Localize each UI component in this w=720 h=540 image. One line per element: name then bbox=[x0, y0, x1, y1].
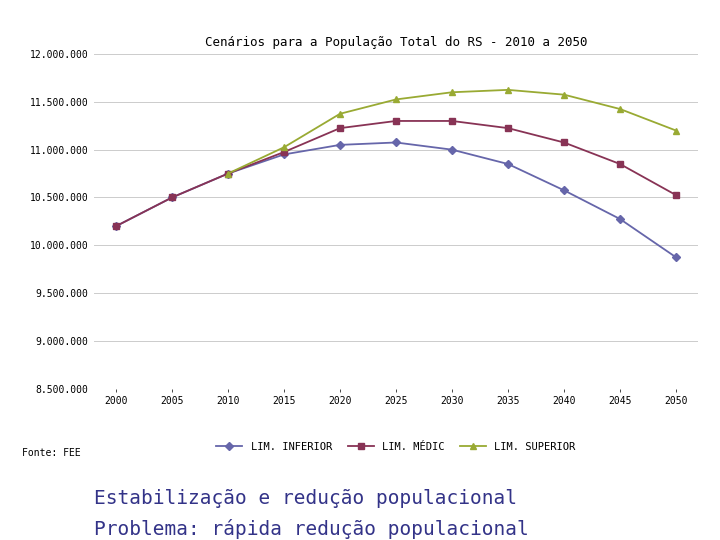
LIM. SUPERIOR bbox=[448, 89, 456, 96]
LIM. SUPERIOR bbox=[672, 127, 680, 134]
LIM. MÉDIC bbox=[559, 139, 568, 146]
Line: LIM. SUPERIOR: LIM. SUPERIOR bbox=[225, 86, 680, 177]
LIM. MÉDIC bbox=[672, 192, 680, 198]
Line: LIM. INFERIOR: LIM. INFERIOR bbox=[113, 140, 679, 260]
LIM. INFERIOR bbox=[392, 139, 400, 146]
LIM. INFERIOR bbox=[504, 161, 513, 167]
Title: Cenários para a População Total do RS - 2010 a 2050: Cenários para a População Total do RS - … bbox=[204, 36, 588, 49]
Text: Fonte: FEE: Fonte: FEE bbox=[22, 448, 81, 458]
LIM. INFERIOR bbox=[168, 194, 176, 201]
LIM. MÉDIC bbox=[616, 161, 624, 167]
LIM. INFERIOR bbox=[448, 146, 456, 153]
LIM. MÉDIC bbox=[112, 223, 120, 230]
Text: Estabilização e redução populacional: Estabilização e redução populacional bbox=[94, 489, 517, 508]
LIM. INFERIOR bbox=[616, 216, 624, 222]
LIM. SUPERIOR bbox=[392, 96, 400, 103]
LIM. SUPERIOR bbox=[336, 111, 344, 117]
LIM. SUPERIOR bbox=[279, 144, 288, 151]
LIM. MÉDIC bbox=[168, 194, 176, 201]
LIM. MÉDIC bbox=[279, 149, 288, 156]
LIM. SUPERIOR bbox=[616, 106, 624, 112]
LIM. INFERIOR bbox=[279, 151, 288, 158]
LIM. INFERIOR bbox=[224, 170, 233, 177]
LIM. MÉDIC bbox=[504, 125, 513, 131]
LIM. INFERIOR bbox=[112, 223, 120, 230]
LIM. SUPERIOR bbox=[559, 91, 568, 98]
LIM. INFERIOR bbox=[336, 141, 344, 148]
Line: LIM. MÉDIC: LIM. MÉDIC bbox=[113, 118, 679, 229]
LIM. MÉDIC bbox=[448, 118, 456, 124]
Text: Problema: rápida redução populacional: Problema: rápida redução populacional bbox=[94, 519, 528, 539]
LIM. MÉDIC bbox=[336, 125, 344, 131]
LIM. INFERIOR bbox=[672, 254, 680, 260]
LIM. MÉDIC bbox=[224, 170, 233, 177]
LIM. INFERIOR bbox=[559, 187, 568, 193]
Legend: LIM. INFERIOR, LIM. MÉDIC, LIM. SUPERIOR: LIM. INFERIOR, LIM. MÉDIC, LIM. SUPERIOR bbox=[212, 437, 580, 456]
LIM. SUPERIOR bbox=[224, 170, 233, 177]
LIM. SUPERIOR bbox=[504, 86, 513, 93]
LIM. MÉDIC bbox=[392, 118, 400, 124]
